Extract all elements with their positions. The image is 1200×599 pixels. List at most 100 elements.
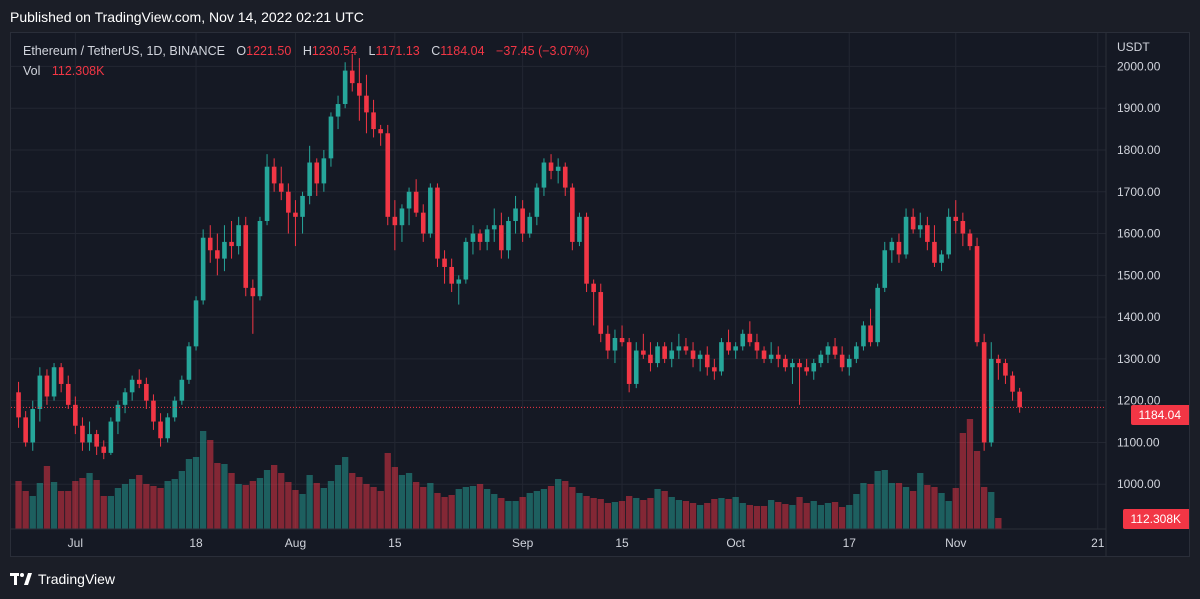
candle — [94, 429, 99, 455]
candle-body — [215, 250, 220, 259]
candle — [115, 400, 121, 435]
candle — [896, 233, 902, 263]
candle-body — [591, 283, 596, 293]
candle — [981, 333, 987, 451]
time-tick-label: Jul — [68, 536, 83, 550]
candle-body — [768, 354, 774, 359]
volume-bar — [434, 493, 441, 529]
volume-bar — [888, 483, 895, 529]
volume-bar — [775, 502, 782, 529]
price-tick-label: 1500.00 — [1117, 268, 1161, 282]
candle — [910, 208, 916, 234]
candle-body — [875, 287, 880, 343]
candle — [193, 296, 199, 351]
volume-bar — [278, 473, 285, 529]
candle — [165, 413, 170, 443]
candle — [555, 158, 561, 184]
candle-body — [484, 229, 490, 242]
candle — [477, 229, 483, 251]
volume-bar — [640, 500, 647, 529]
candle-body — [790, 363, 795, 368]
candle-body — [87, 434, 92, 443]
candle-body — [541, 162, 547, 188]
candle-body — [562, 166, 568, 188]
volume-bar — [391, 467, 398, 529]
candle-body — [335, 104, 341, 117]
candle — [811, 358, 817, 380]
volume-bar — [959, 433, 966, 529]
candle — [917, 212, 923, 238]
low-value: 1171.13 — [375, 44, 420, 58]
price-tick-label: 1800.00 — [1117, 143, 1161, 157]
candle — [73, 396, 78, 435]
candle-body — [761, 350, 767, 359]
candle — [996, 354, 1001, 380]
candle — [584, 212, 589, 293]
candle-body — [527, 216, 533, 234]
candle-body — [357, 83, 362, 96]
candle — [385, 124, 391, 226]
candle — [932, 225, 937, 267]
volume-bar — [342, 457, 349, 529]
candle — [179, 375, 185, 405]
candle — [271, 158, 277, 192]
volume-bar — [129, 479, 136, 529]
volume-bar — [221, 464, 228, 529]
time-tick-label: 15 — [388, 536, 402, 550]
volume-bar — [441, 497, 448, 529]
candle-body — [775, 354, 781, 359]
candle-body — [101, 446, 107, 453]
volume-bar — [178, 471, 185, 529]
volume-bar — [810, 501, 817, 529]
time-tick-label: 18 — [189, 536, 203, 550]
volume-bar — [363, 484, 370, 529]
volume-bar — [43, 466, 51, 529]
candle-body — [747, 333, 753, 343]
volume-bar — [988, 492, 995, 529]
candle — [846, 354, 852, 376]
price-chart[interactable]: 1000.00 1100.00 1200.00 1300.00 1400.00 1500.… — [11, 33, 1189, 556]
candle — [598, 283, 604, 343]
candle-body — [903, 216, 909, 255]
volume-bar — [150, 486, 157, 529]
candle-body — [1003, 363, 1008, 376]
volume-bar — [327, 481, 335, 529]
volume-bar — [569, 487, 576, 529]
candle-body — [619, 337, 625, 343]
volume-bar — [349, 473, 356, 529]
candle — [406, 187, 412, 226]
currency-label: USDT — [1117, 40, 1150, 54]
candle — [321, 149, 327, 192]
symbol-title: Ethereum / TetherUS, 1D, BINANCE — [23, 44, 225, 58]
candle — [172, 396, 178, 422]
candle — [399, 204, 405, 242]
volume-bar — [469, 486, 477, 529]
price-tick-label: 1700.00 — [1117, 185, 1161, 199]
candle — [804, 358, 809, 376]
price-tick-label: 2000.00 — [1117, 59, 1161, 73]
candle-body — [115, 404, 121, 422]
candle — [733, 342, 738, 359]
volume-bar — [235, 484, 242, 529]
volume-bar — [952, 488, 959, 529]
brand-footer[interactable]: TradingView — [10, 568, 115, 590]
candle-body — [51, 367, 57, 397]
open-label: O — [236, 44, 247, 58]
candle-body — [257, 221, 263, 297]
candle-body — [506, 221, 511, 251]
candle-body — [144, 383, 149, 401]
candle-body — [207, 237, 213, 251]
volume-bar — [924, 485, 931, 529]
candle-body — [264, 166, 270, 222]
time-tick-label: Nov — [945, 536, 966, 550]
volume-bar — [902, 487, 910, 529]
volume-bar — [320, 488, 327, 529]
volume-bar — [583, 496, 590, 529]
chart-panel[interactable]: 1000.00 1100.00 1200.00 1300.00 1400.00 1500.… — [10, 32, 1190, 557]
volume-bar — [803, 503, 810, 529]
volume-bar — [782, 504, 789, 529]
volume-bar — [299, 494, 306, 529]
candle-body — [690, 350, 696, 359]
candle — [1010, 371, 1015, 401]
candle-body — [520, 208, 525, 234]
